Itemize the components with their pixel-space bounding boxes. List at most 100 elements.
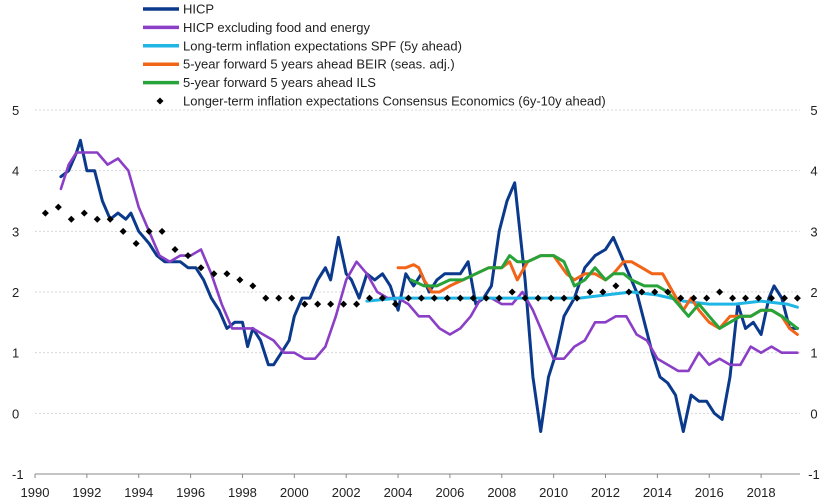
y-tick-label-left: 2	[12, 285, 19, 300]
data-point	[625, 288, 633, 296]
data-point	[67, 215, 75, 223]
data-point	[703, 294, 711, 302]
data-point	[443, 294, 451, 302]
data-point	[314, 300, 322, 308]
y-tick-label-right: 3	[810, 224, 817, 239]
axes: -1 -1 0 0 1 1 2 2 3 3 4 4 5 5 1990 1992 1994 1996 1998 2000…	[12, 103, 820, 500]
data-point	[780, 294, 788, 302]
x-tick-label: 2018	[747, 485, 776, 500]
data-point	[184, 252, 192, 260]
y-tick-label-left: -1	[12, 467, 24, 482]
data-point	[236, 276, 244, 284]
legend-label: HICP	[183, 2, 214, 17]
data-point	[793, 294, 801, 302]
data-point	[677, 294, 685, 302]
data-point	[612, 282, 620, 290]
y-tick-label-right: 1	[810, 346, 817, 361]
data-point	[521, 294, 529, 302]
data-point	[223, 270, 231, 278]
data-point	[716, 288, 724, 296]
legend-label: Longer-term inflation expectations Conse…	[183, 94, 606, 109]
data-point	[93, 215, 101, 223]
y-tick-label-left: 3	[12, 224, 19, 239]
y-tick-label-left: 4	[12, 164, 19, 179]
x-tick-label: 2004	[384, 485, 413, 500]
series-line-hicp-excluding-food-and-energy	[59, 151, 799, 373]
data-point	[119, 227, 127, 235]
legend-label: Long-term inflation expectations SPF (5y…	[183, 38, 462, 53]
data-point	[353, 300, 361, 308]
x-tick-label: 1992	[72, 485, 101, 500]
data-point	[638, 288, 646, 296]
data-point	[430, 294, 438, 302]
x-tick-label: 1996	[176, 485, 205, 500]
data-point	[106, 215, 114, 223]
y-tick-label-left: 0	[12, 406, 19, 421]
legend: HICP HICP excluding food and energy Long-t…	[143, 2, 606, 109]
x-tick-label: 2008	[487, 485, 516, 500]
series-line-hicp	[59, 138, 799, 433]
data-point	[262, 294, 270, 302]
data-point	[158, 227, 166, 235]
data-point	[391, 300, 399, 308]
data-point	[80, 209, 88, 217]
legend-item: Long-term inflation expectations SPF (5y…	[143, 38, 462, 53]
y-tick-label-right: -1	[808, 467, 820, 482]
x-tick-label: 2016	[695, 485, 724, 500]
data-point	[327, 300, 335, 308]
data-point	[456, 294, 464, 302]
data-point	[547, 294, 555, 302]
legend-label: HICP excluding food and energy	[183, 20, 370, 35]
y-tick-label-left: 1	[12, 346, 19, 361]
data-point	[301, 300, 309, 308]
data-point	[482, 294, 490, 302]
legend-item: HICP excluding food and energy	[143, 20, 370, 35]
data-point	[651, 288, 659, 296]
y-tick-label-right: 2	[810, 285, 817, 300]
data-point	[767, 294, 775, 302]
x-tick-label: 2000	[280, 485, 309, 500]
y-tick-label-right: 4	[810, 164, 817, 179]
legend-item: Longer-term inflation expectations Conse…	[156, 94, 606, 109]
legend-item: HICP	[143, 2, 214, 17]
x-tick-label: 1990	[21, 485, 50, 500]
data-point	[210, 270, 218, 278]
data-point	[340, 300, 348, 308]
x-tick-label: 2006	[435, 485, 464, 500]
data-point	[586, 288, 594, 296]
data-point	[378, 294, 386, 302]
series-consensus-points	[41, 203, 801, 308]
x-tick-label: 1998	[228, 485, 257, 500]
data-point	[54, 203, 62, 211]
data-point	[404, 294, 412, 302]
y-tick-label-right: 0	[810, 406, 817, 421]
data-point	[729, 294, 737, 302]
x-tick-label: 2012	[591, 485, 620, 500]
data-point	[171, 246, 179, 254]
data-point	[560, 294, 568, 302]
data-point	[145, 227, 153, 235]
data-point	[132, 239, 140, 247]
data-point	[197, 264, 205, 272]
series-line-5-year-forward-5-years-ahead-ils	[409, 254, 799, 330]
legend-label: 5-year forward 5 years ahead BEIR (seas.…	[183, 57, 455, 72]
data-point	[249, 282, 257, 290]
x-tick-label: 2014	[643, 485, 672, 500]
data-point	[366, 294, 374, 302]
x-tick-label: 2010	[539, 485, 568, 500]
data-point	[573, 294, 581, 302]
x-tick-label: 1994	[124, 485, 153, 500]
data-point	[41, 209, 49, 217]
data-point	[275, 294, 283, 302]
y-tick-label-right: 5	[810, 103, 817, 118]
data-point	[495, 294, 503, 302]
series-area	[41, 138, 801, 433]
data-point	[534, 294, 542, 302]
legend-item: 5-year forward 5 years ahead BEIR (seas.…	[143, 57, 455, 72]
data-point	[469, 294, 477, 302]
data-point	[690, 294, 698, 302]
y-tick-label-left: 5	[12, 103, 19, 118]
data-point	[288, 294, 296, 302]
legend-item: 5-year forward 5 years ahead ILS	[143, 75, 376, 90]
